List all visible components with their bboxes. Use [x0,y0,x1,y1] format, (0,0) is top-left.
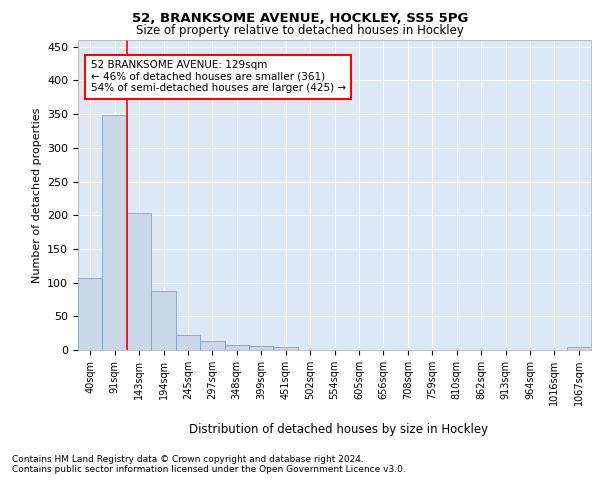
Bar [103,115,127,350]
Bar [566,348,591,350]
Bar [249,346,274,350]
Bar [78,278,103,350]
Text: 52, BRANKSOME AVENUE, HOCKLEY, SS5 5PG: 52, BRANKSOME AVENUE, HOCKLEY, SS5 5PG [132,12,468,26]
Bar [176,335,200,350]
Bar [274,348,298,350]
Bar [127,213,151,350]
Text: Contains HM Land Registry data © Crown copyright and database right 2024.: Contains HM Land Registry data © Crown c… [12,456,364,464]
Text: 52 BRANKSOME AVENUE: 129sqm
← 46% of detached houses are smaller (361)
54% of se: 52 BRANKSOME AVENUE: 129sqm ← 46% of det… [91,60,346,94]
Y-axis label: Number of detached properties: Number of detached properties [32,108,41,282]
Bar [200,341,224,350]
Text: Contains public sector information licensed under the Open Government Licence v3: Contains public sector information licen… [12,466,406,474]
Bar [224,344,249,350]
Text: Size of property relative to detached houses in Hockley: Size of property relative to detached ho… [136,24,464,37]
Text: Distribution of detached houses by size in Hockley: Distribution of detached houses by size … [190,422,488,436]
Bar [151,290,176,350]
